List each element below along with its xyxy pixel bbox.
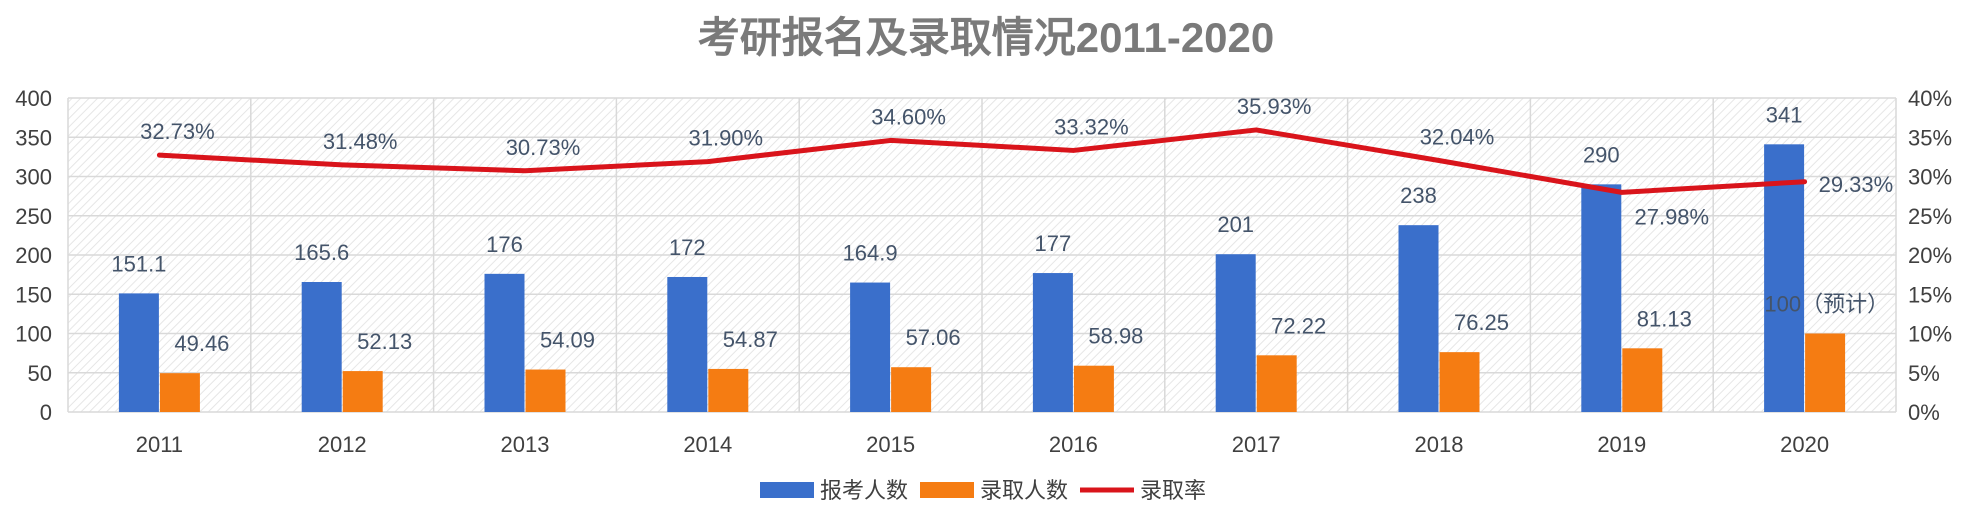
bar-admitted: [1256, 355, 1297, 412]
y-tick-right: 20%: [1908, 243, 1952, 268]
y-tick-right: 0%: [1908, 400, 1940, 425]
bar-applicants: [850, 282, 891, 412]
x-tick-label: 2012: [318, 432, 367, 457]
y-tick-left: 200: [15, 243, 52, 268]
bar-applicants: [1398, 225, 1439, 412]
legend-swatch: [920, 482, 974, 498]
x-tick-label: 2019: [1597, 432, 1646, 457]
data-label-applicants: 176: [486, 232, 523, 257]
data-label-admitted: 76.25: [1454, 310, 1509, 335]
bar-applicants: [1215, 254, 1256, 412]
bar-applicants: [1032, 273, 1073, 412]
data-label-rate: 34.60%: [871, 104, 946, 129]
data-label-applicants: 164.9: [843, 241, 898, 266]
x-tick-label: 2016: [1049, 432, 1098, 457]
rate-line-path: [156, 127, 1808, 195]
data-label-rate: 30.73%: [506, 135, 581, 160]
y-tick-right: 15%: [1908, 282, 1952, 307]
y-tick-right: 30%: [1908, 165, 1952, 190]
bar-admitted: [1622, 348, 1663, 412]
x-tick-label: 2018: [1415, 432, 1464, 457]
data-label-rate: 31.48%: [323, 129, 398, 154]
data-label-rate: 33.32%: [1054, 114, 1129, 139]
data-label-admitted: 49.46: [174, 331, 229, 356]
bar-applicants: [301, 282, 342, 412]
bar-admitted: [1073, 365, 1114, 412]
rate-line: [156, 127, 1808, 195]
data-labels: 151.1 49.46 165.6 52.13 176 54.09 172 54.87 164.…: [111, 94, 1893, 356]
data-label-admitted: 54.09: [540, 328, 595, 353]
y-tick-right: 5%: [1908, 361, 1940, 386]
bar-admitted: [342, 371, 383, 412]
data-label-applicants: 341: [1766, 102, 1803, 127]
bar-admitted: [708, 368, 749, 412]
y-tick-left: 350: [15, 125, 52, 150]
data-label-applicants: 151.1: [111, 251, 166, 276]
data-label-rate: 32.04%: [1420, 124, 1495, 149]
data-label-admitted: 54.87: [723, 327, 778, 352]
x-tick-label: 2017: [1232, 432, 1281, 457]
data-label-applicants: 172: [669, 235, 706, 260]
y-tick-left: 100: [15, 322, 52, 347]
bars: [118, 144, 1846, 412]
bar-admitted: [525, 369, 566, 412]
y-tick-left: 0: [40, 400, 52, 425]
data-label-admitted: 100（预计）: [1764, 292, 1889, 317]
y-tick-left: 50: [28, 361, 52, 386]
chart-title: 考研报名及录取情况2011-2020: [698, 14, 1275, 61]
data-label-rate: 31.90%: [688, 126, 763, 151]
bar-applicants: [1581, 184, 1622, 412]
data-label-applicants: 165.6: [294, 240, 349, 265]
y-tick-right: 35%: [1908, 125, 1952, 150]
data-label-admitted: 58.98: [1088, 324, 1143, 349]
y-tick-left: 300: [15, 165, 52, 190]
x-tick-label: 2011: [136, 432, 183, 457]
data-label-rate: 32.73%: [140, 119, 215, 144]
y-tick-left: 250: [15, 204, 52, 229]
data-label-admitted: 52.13: [357, 329, 412, 354]
x-tick-label: 2014: [683, 432, 732, 457]
bar-admitted: [891, 367, 932, 412]
bar-admitted: [1805, 333, 1846, 412]
legend-label: 报考人数: [820, 479, 908, 504]
x-tick-label: 2013: [501, 432, 550, 457]
bar-admitted: [1439, 352, 1480, 412]
y-tick-right: 25%: [1908, 204, 1952, 229]
y-tick-left: 150: [15, 282, 52, 307]
data-label-admitted: 57.06: [906, 325, 961, 350]
bar-admitted: [159, 373, 200, 412]
data-label-applicants: 177: [1035, 231, 1072, 256]
bar-applicants: [484, 273, 525, 412]
x-axis: 2011 2012 2013 2014 2015 2016 2017 2018 2019 2020: [136, 432, 1829, 457]
x-tick-label: 2015: [866, 432, 915, 457]
legend-swatch: [760, 482, 814, 498]
data-label-rate: 29.33%: [1819, 172, 1894, 197]
legend-label: 录取率: [1140, 479, 1206, 504]
gridlines: [67, 97, 1897, 413]
x-tick-label: 2020: [1780, 432, 1829, 457]
data-label-rate: 27.98%: [1634, 204, 1709, 229]
bar-applicants: [1764, 144, 1805, 412]
legend: 报考人数 录取人数 录取率: [760, 479, 1206, 504]
data-label-applicants: 290: [1583, 142, 1620, 167]
data-label-applicants: 201: [1217, 212, 1254, 237]
y-tick-right: 10%: [1908, 322, 1952, 347]
bar-applicants: [667, 276, 708, 412]
y-axis-right: 0% 5% 10% 15% 20% 25% 30% 35% 40%: [1908, 86, 1952, 425]
data-label-admitted: 81.13: [1637, 306, 1692, 331]
legend-label: 录取人数: [980, 479, 1068, 504]
data-label-rate: 35.93%: [1237, 94, 1312, 119]
y-axis-left: 0 50 100 150 200 250 300 350 400: [15, 86, 52, 425]
data-label-applicants: 238: [1400, 183, 1437, 208]
y-tick-right: 40%: [1908, 86, 1952, 111]
data-label-admitted: 72.22: [1271, 313, 1326, 338]
y-tick-left: 400: [15, 86, 52, 111]
bar-applicants: [118, 293, 159, 412]
